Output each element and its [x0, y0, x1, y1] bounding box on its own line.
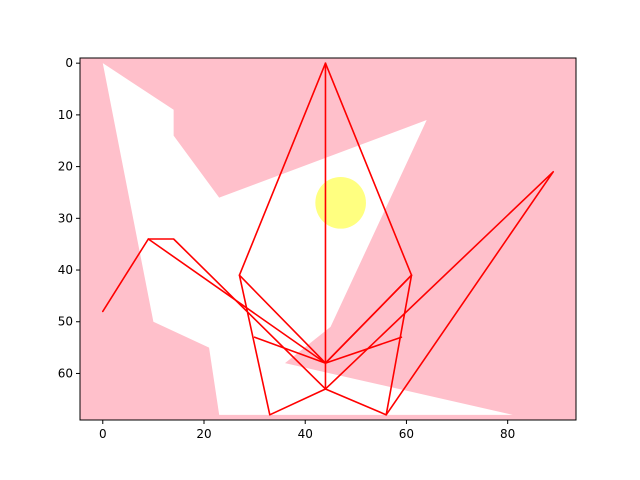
y-tick-label: 50 [58, 315, 73, 329]
x-tick-label: 40 [298, 427, 313, 441]
x-tick-label: 80 [500, 427, 515, 441]
x-tick-label: 20 [196, 427, 211, 441]
y-tick-label: 0 [65, 56, 73, 70]
y-tick-label: 30 [58, 211, 73, 225]
sun-circle [315, 177, 366, 229]
y-tick-label: 10 [58, 108, 73, 122]
y-tick-label: 60 [58, 366, 73, 380]
plot-area [80, 58, 576, 420]
x-tick-label: 0 [99, 427, 107, 441]
x-tick-label: 60 [399, 427, 414, 441]
y-tick-label: 40 [58, 263, 73, 277]
plot-content [80, 58, 576, 420]
y-tick-label: 20 [58, 160, 73, 174]
